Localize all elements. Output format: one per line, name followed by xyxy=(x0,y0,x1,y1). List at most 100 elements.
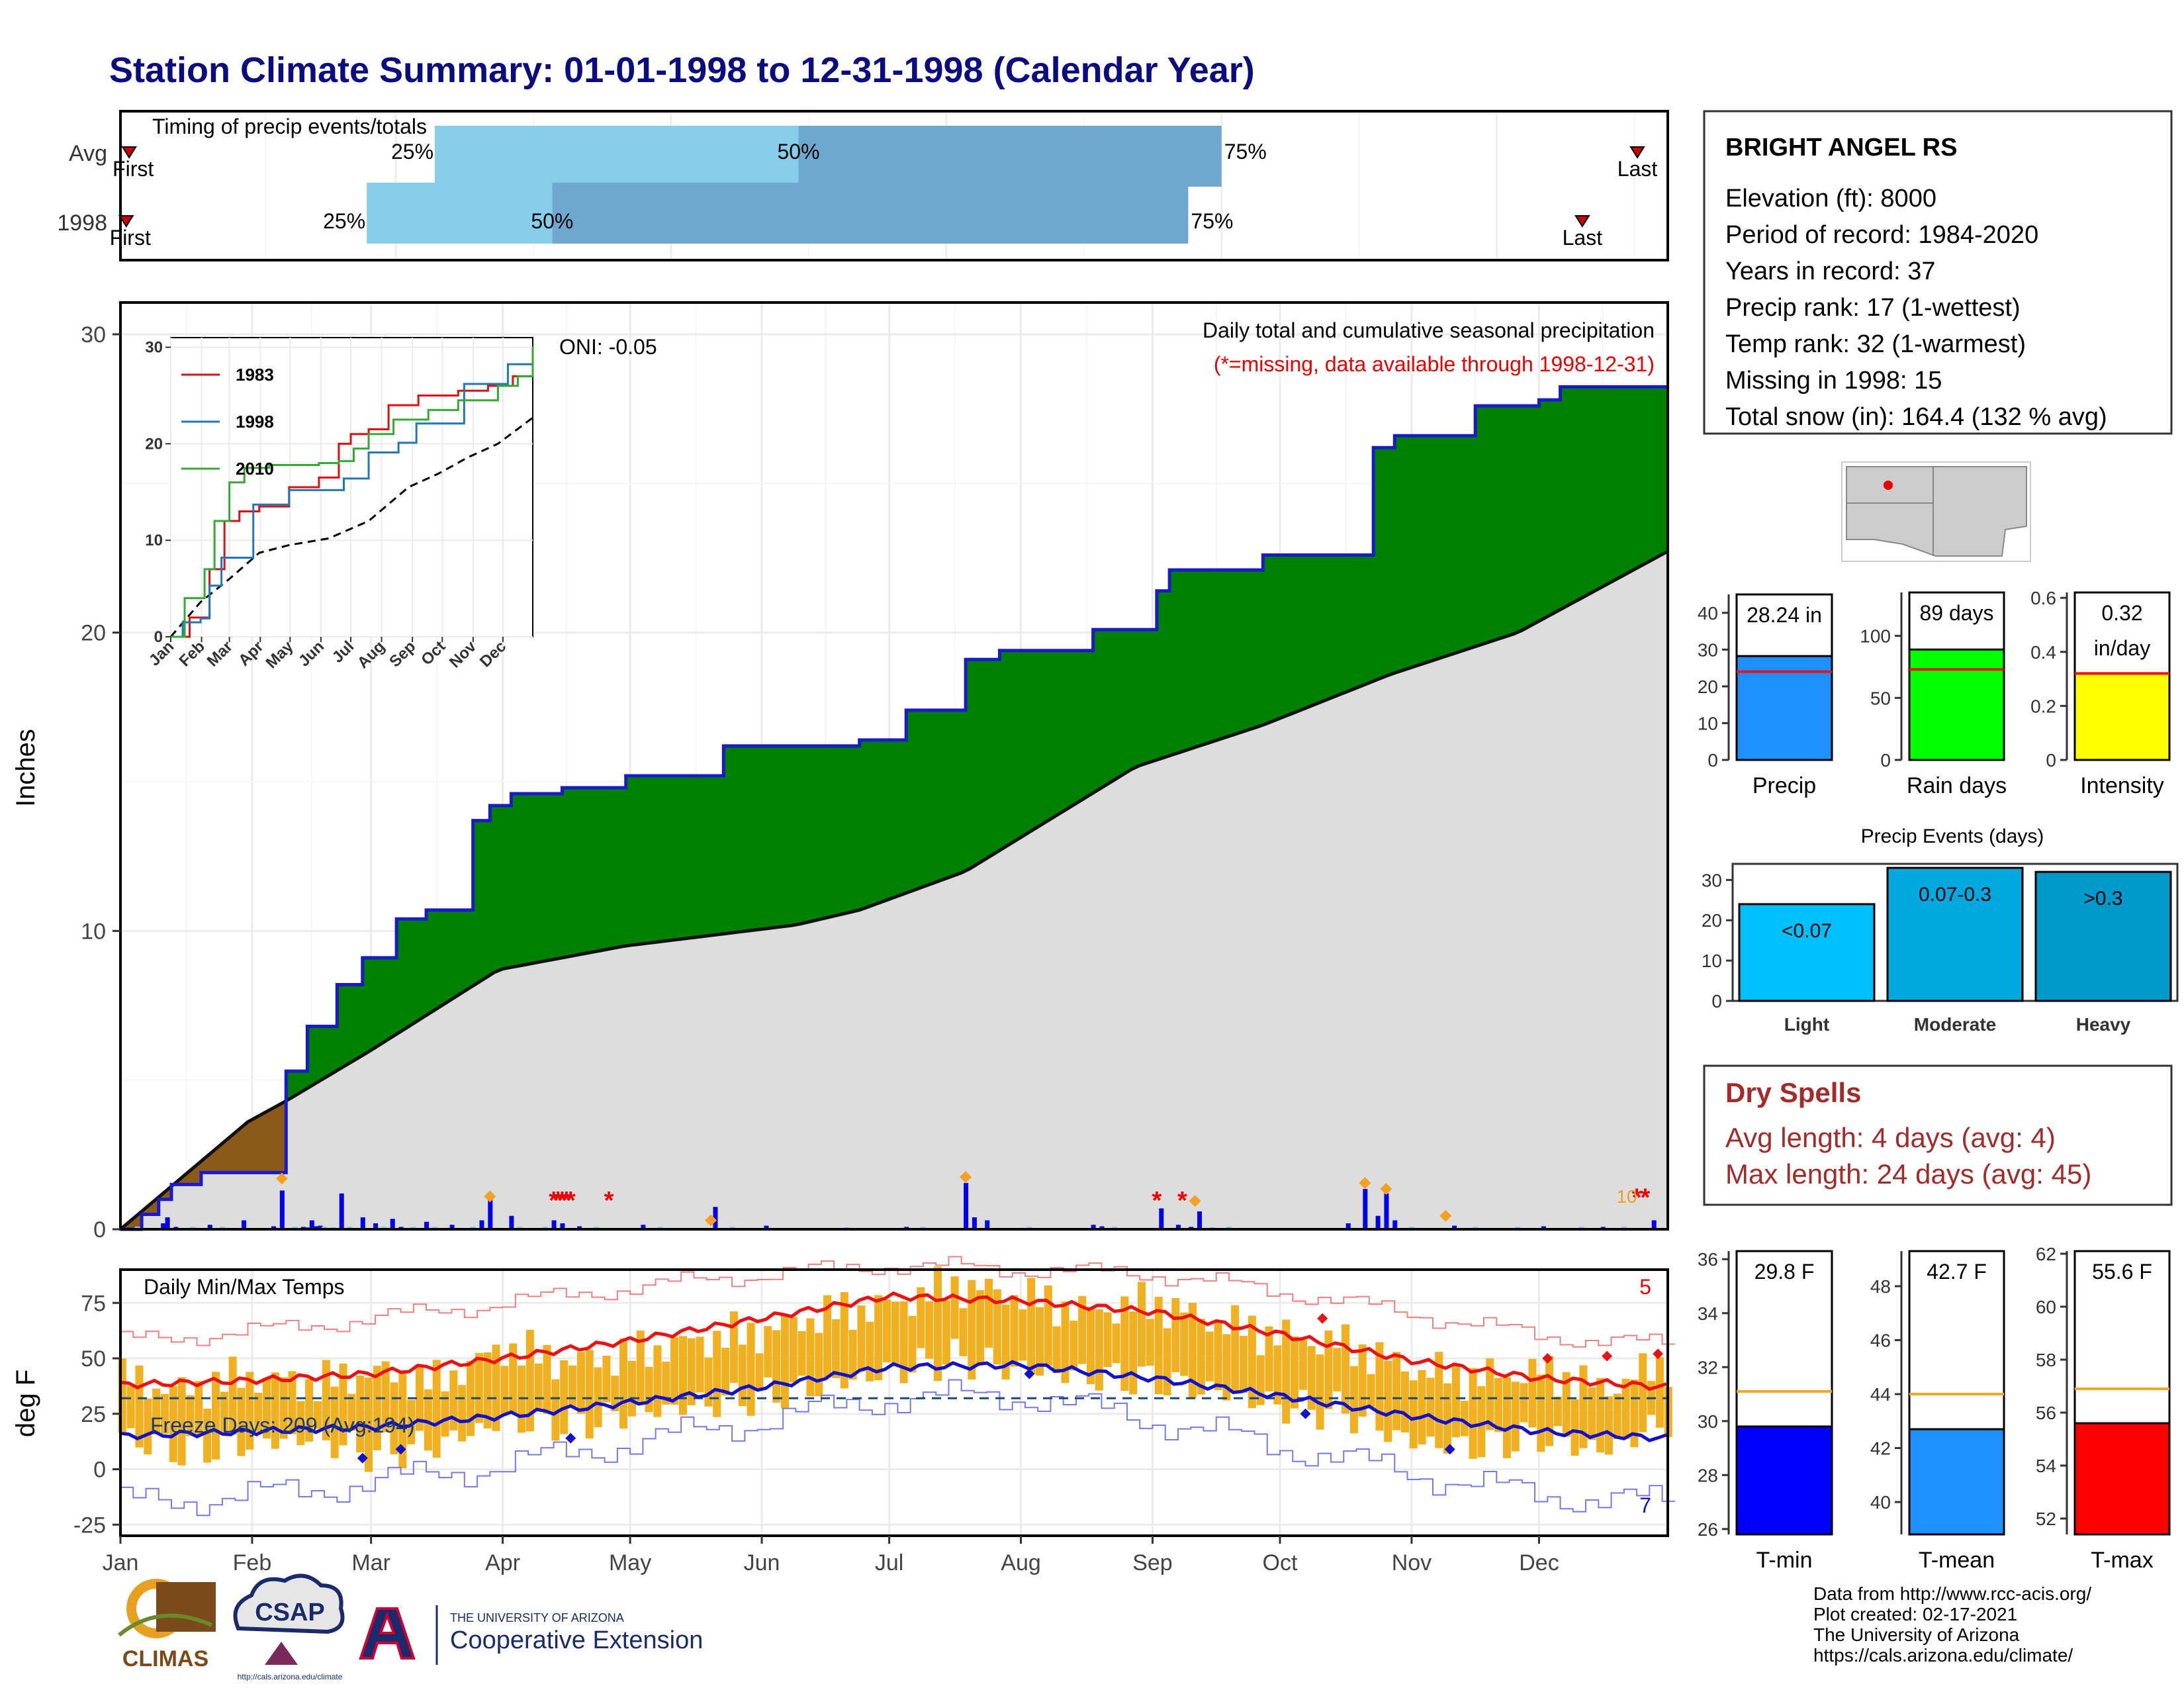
daily-precip-bar xyxy=(1345,1223,1351,1229)
summary-bar-fill xyxy=(1908,648,2005,761)
precip-y-tick-label: 0 xyxy=(93,1217,106,1243)
daily-temp-bar xyxy=(381,1361,390,1432)
summary-chart-intensity: 0 0.2 0.4 0.6 0.32 in/day Intensity xyxy=(2030,588,2171,798)
climas-logo-swoosh xyxy=(118,1613,213,1637)
snow-marker xyxy=(960,1171,972,1184)
record-low-marker xyxy=(395,1444,406,1455)
inset-series-line xyxy=(171,363,533,638)
record-min-line xyxy=(120,1379,1675,1517)
temps-y-tick-label: 25 xyxy=(81,1402,106,1427)
daily-temp-bar xyxy=(899,1301,908,1383)
month-label: Dec xyxy=(1519,1550,1559,1575)
month-label: Jan xyxy=(103,1550,139,1575)
temps-y-axis-label: deg F xyxy=(11,1370,40,1437)
summary-y-tick-label: 0.2 xyxy=(2030,696,2056,716)
summary-value-label: 28.24 in xyxy=(1747,603,1822,627)
events-y-tick-label: 30 xyxy=(1702,870,1722,890)
daily-temp-bar xyxy=(687,1338,696,1405)
precip-y-tick-label: 10 xyxy=(81,919,106,944)
daily-precip-bar xyxy=(972,1217,977,1229)
ua-logo-line1: THE UNIVERSITY OF ARIZONA xyxy=(450,1611,624,1624)
csap-logo-text: CSAP xyxy=(255,1599,325,1626)
precip-y-axis: 0 10 20 30 xyxy=(81,322,120,1243)
daily-precip-bar xyxy=(1651,1220,1657,1229)
daily-temp-bar xyxy=(279,1377,288,1439)
summary-category-label: T-min xyxy=(1756,1548,1813,1573)
temps-y-axis: -25 0 25 50 75 xyxy=(73,1291,120,1538)
first-event-label: First xyxy=(110,226,151,250)
daily-temp-bar xyxy=(1316,1354,1324,1430)
summary-y-tick-label: 60 xyxy=(2036,1297,2056,1317)
daily-temp-bar xyxy=(160,1393,169,1434)
daily-temp-bar xyxy=(339,1363,347,1446)
inset-y-tick-label: 30 xyxy=(145,339,163,357)
daily-temp-bar xyxy=(1596,1378,1605,1453)
daily-temp-bar xyxy=(1095,1309,1103,1391)
summary-y-tick-label: 30 xyxy=(1698,1411,1718,1432)
daily-temp-bar xyxy=(416,1365,424,1431)
daily-temp-bar xyxy=(729,1311,738,1383)
summary-bar-fill xyxy=(2073,1422,2171,1536)
daily-temp-bar xyxy=(1240,1336,1248,1393)
daily-temp-bar xyxy=(1103,1312,1112,1368)
daily-precip-bar xyxy=(1091,1225,1096,1229)
daily-temp-bar xyxy=(627,1360,636,1417)
station-name: BRIGHT ANGEL RS xyxy=(1725,134,1957,162)
daily-temp-bar xyxy=(441,1391,449,1437)
daily-precip-bar xyxy=(207,1225,212,1229)
daily-precip-bar xyxy=(1384,1193,1389,1229)
daily-temp-bar xyxy=(1248,1315,1256,1409)
daily-temp-bar xyxy=(1520,1383,1528,1423)
daily-temp-bar xyxy=(933,1266,942,1382)
daily-temp-bar xyxy=(560,1360,569,1434)
daily-temp-bar xyxy=(917,1287,925,1348)
daily-temp-bar xyxy=(1400,1371,1409,1432)
daily-temp-bar xyxy=(1112,1323,1120,1364)
summary-y-tick-label: 28 xyxy=(1698,1465,1718,1485)
daily-temp-bar xyxy=(619,1338,628,1429)
daily-precip-bar xyxy=(985,1220,990,1229)
daily-temp-bar xyxy=(126,1385,135,1429)
daily-precip-bar xyxy=(551,1220,557,1229)
inset-y-tick-label: 0 xyxy=(154,628,163,646)
daily-temp-bar xyxy=(1562,1372,1570,1437)
inset-avg-line xyxy=(169,416,533,637)
daily-temp-bar xyxy=(449,1370,458,1430)
missing-marker: * xyxy=(1641,1184,1651,1211)
summary-y-tick-label: 20 xyxy=(1698,677,1718,697)
daily-precip-bar xyxy=(1375,1215,1381,1229)
precip-y-tick-label: 20 xyxy=(81,621,106,646)
daily-precip-bar xyxy=(318,1225,323,1229)
temp-summary-bars: 26 28 30 32 34 36 29.8 F T-min 40 42 44 46 48 42.7 F T… xyxy=(1698,1244,2171,1573)
summary-y-tick-label: 50 xyxy=(1870,688,1891,708)
missing-marker: * xyxy=(1152,1187,1161,1215)
daily-precip-bar xyxy=(509,1215,514,1229)
csap-logo-cloud xyxy=(233,1573,345,1634)
inset-legend-label: 1983 xyxy=(236,365,274,385)
month-axis: Jan Feb Mar Apr May Jun Jul Aug Sep Oct Nov Dec xyxy=(103,1536,1559,1575)
timing-p50-label: 50% xyxy=(531,209,573,233)
daily-temp-bar xyxy=(925,1301,934,1359)
daily-temp-bar xyxy=(211,1372,220,1460)
record-low-count: 7 xyxy=(1639,1493,1651,1517)
footer-line: Data from http://www.rcc-acis.org/ xyxy=(1813,1583,2091,1604)
month-label: May xyxy=(609,1550,651,1575)
footer-line: https://cals.arizona.edu/climate/ xyxy=(1813,1645,2073,1665)
precip-panel-title: Daily total and cumulative seasonal prec… xyxy=(1203,318,1655,342)
summary-y-tick-label: 0 xyxy=(2046,750,2056,771)
precip-y-axis-label: Inches xyxy=(11,729,40,807)
csap-logo: CSAP http://cals.arizona.edu/climate xyxy=(233,1573,345,1681)
daily-temp-bar xyxy=(1069,1321,1078,1371)
last-event-label: Last xyxy=(1563,226,1603,250)
daily-temp-bar xyxy=(1044,1285,1052,1366)
summary-y-tick-label: 58 xyxy=(2036,1350,2056,1370)
first-event-marker xyxy=(121,146,137,159)
oni-label: ONI: -0.05 xyxy=(559,335,657,359)
daily-temp-bar xyxy=(984,1278,993,1348)
locator-map xyxy=(1841,461,2031,562)
summary-y-tick-label: 0 xyxy=(1880,750,1891,771)
daily-precip-bar xyxy=(1363,1189,1368,1229)
station-line: Total snow (in): 164.4 (132 % avg) xyxy=(1725,403,2107,431)
